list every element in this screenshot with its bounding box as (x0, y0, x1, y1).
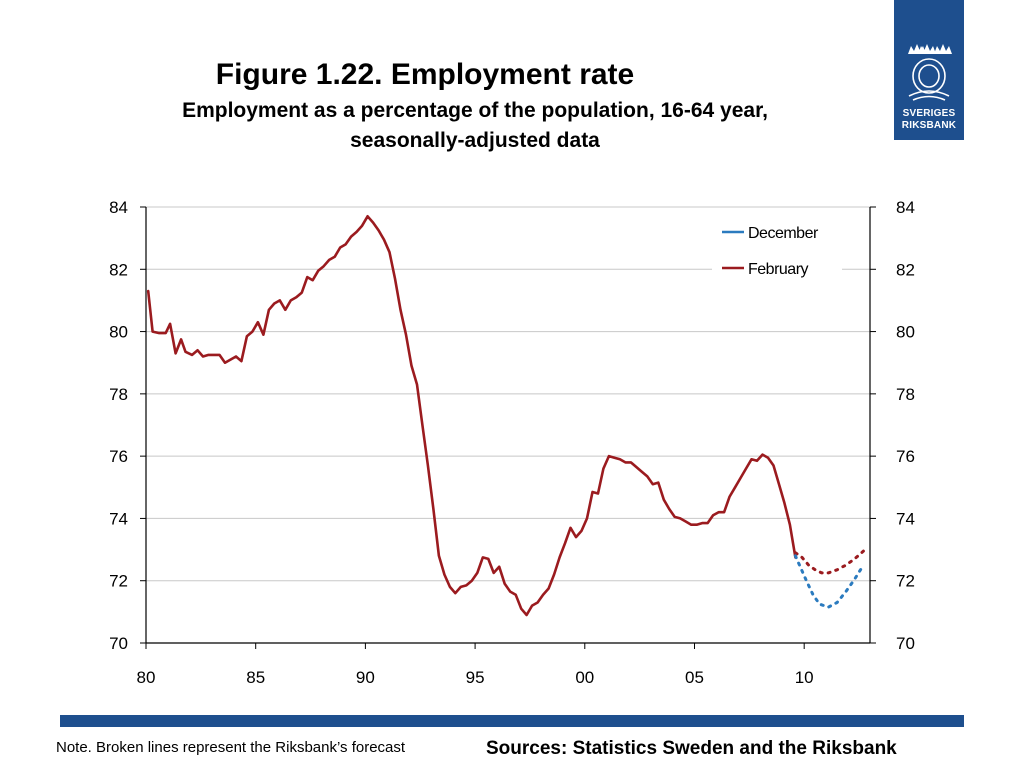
y-tick-label-right: 80 (896, 323, 915, 342)
y-tick-label-left: 76 (109, 447, 128, 466)
y-tick-label-right: 70 (896, 634, 915, 653)
y-tick-label-right: 84 (896, 198, 915, 217)
riksbank-logo: SVERIGES RIKSBANK (894, 0, 964, 140)
footnote: Note. Broken lines represent the Riksban… (56, 739, 406, 756)
x-tick-label: 00 (575, 668, 594, 687)
y-tick-label-right: 82 (896, 260, 915, 279)
y-tick-label-left: 80 (109, 323, 128, 342)
x-tick-label: 85 (246, 668, 265, 687)
y-tick-label-left: 72 (109, 572, 128, 591)
footer-bar (60, 715, 964, 727)
y-tick-label-right: 74 (896, 509, 915, 528)
legend-label-february: February (748, 261, 809, 278)
line-chart: 70 70 72 72 74 74 76 76 78 78 80 80 82 82 84 84 80 85 90 95… (109, 198, 915, 687)
logo-text-sveriges: SVERIGES (902, 108, 956, 119)
series-line-february (146, 215, 797, 617)
logo-text-riksbank: RIKSBANK (901, 120, 957, 131)
sources-text: Sources: Statistics Sweden and the Riksb… (486, 738, 897, 759)
series-line-february-forecast (793, 549, 865, 575)
y-tick-label-right: 72 (896, 572, 915, 591)
chart-title: Figure 1.22. Employment rate (215, 58, 635, 91)
chart-subtitle: Employment as a percentage of the popula… (100, 96, 850, 156)
y-tick-label-right: 76 (896, 447, 915, 466)
y-tick-label-left: 78 (109, 385, 128, 404)
x-tick-label: 95 (466, 668, 485, 687)
y-tick-label-right: 78 (896, 385, 915, 404)
x-tick-label: 90 (356, 668, 375, 687)
series-line-december (793, 554, 865, 609)
y-tick-label-left: 70 (109, 634, 128, 653)
y-tick-label-left: 74 (109, 509, 128, 528)
y-tick-label-left: 84 (109, 198, 128, 217)
chart-subtitle-line-1: Employment as a percentage of the popula… (182, 99, 768, 122)
y-tick-label-left: 82 (109, 260, 128, 279)
x-tick-label: 80 (137, 668, 156, 687)
x-tick-label: 05 (685, 668, 704, 687)
chart-subtitle-line-2: seasonally-adjusted data (350, 129, 600, 152)
crown-crest-icon (908, 44, 952, 101)
x-tick-label: 10 (795, 668, 814, 687)
legend-label-december: December (748, 225, 819, 242)
